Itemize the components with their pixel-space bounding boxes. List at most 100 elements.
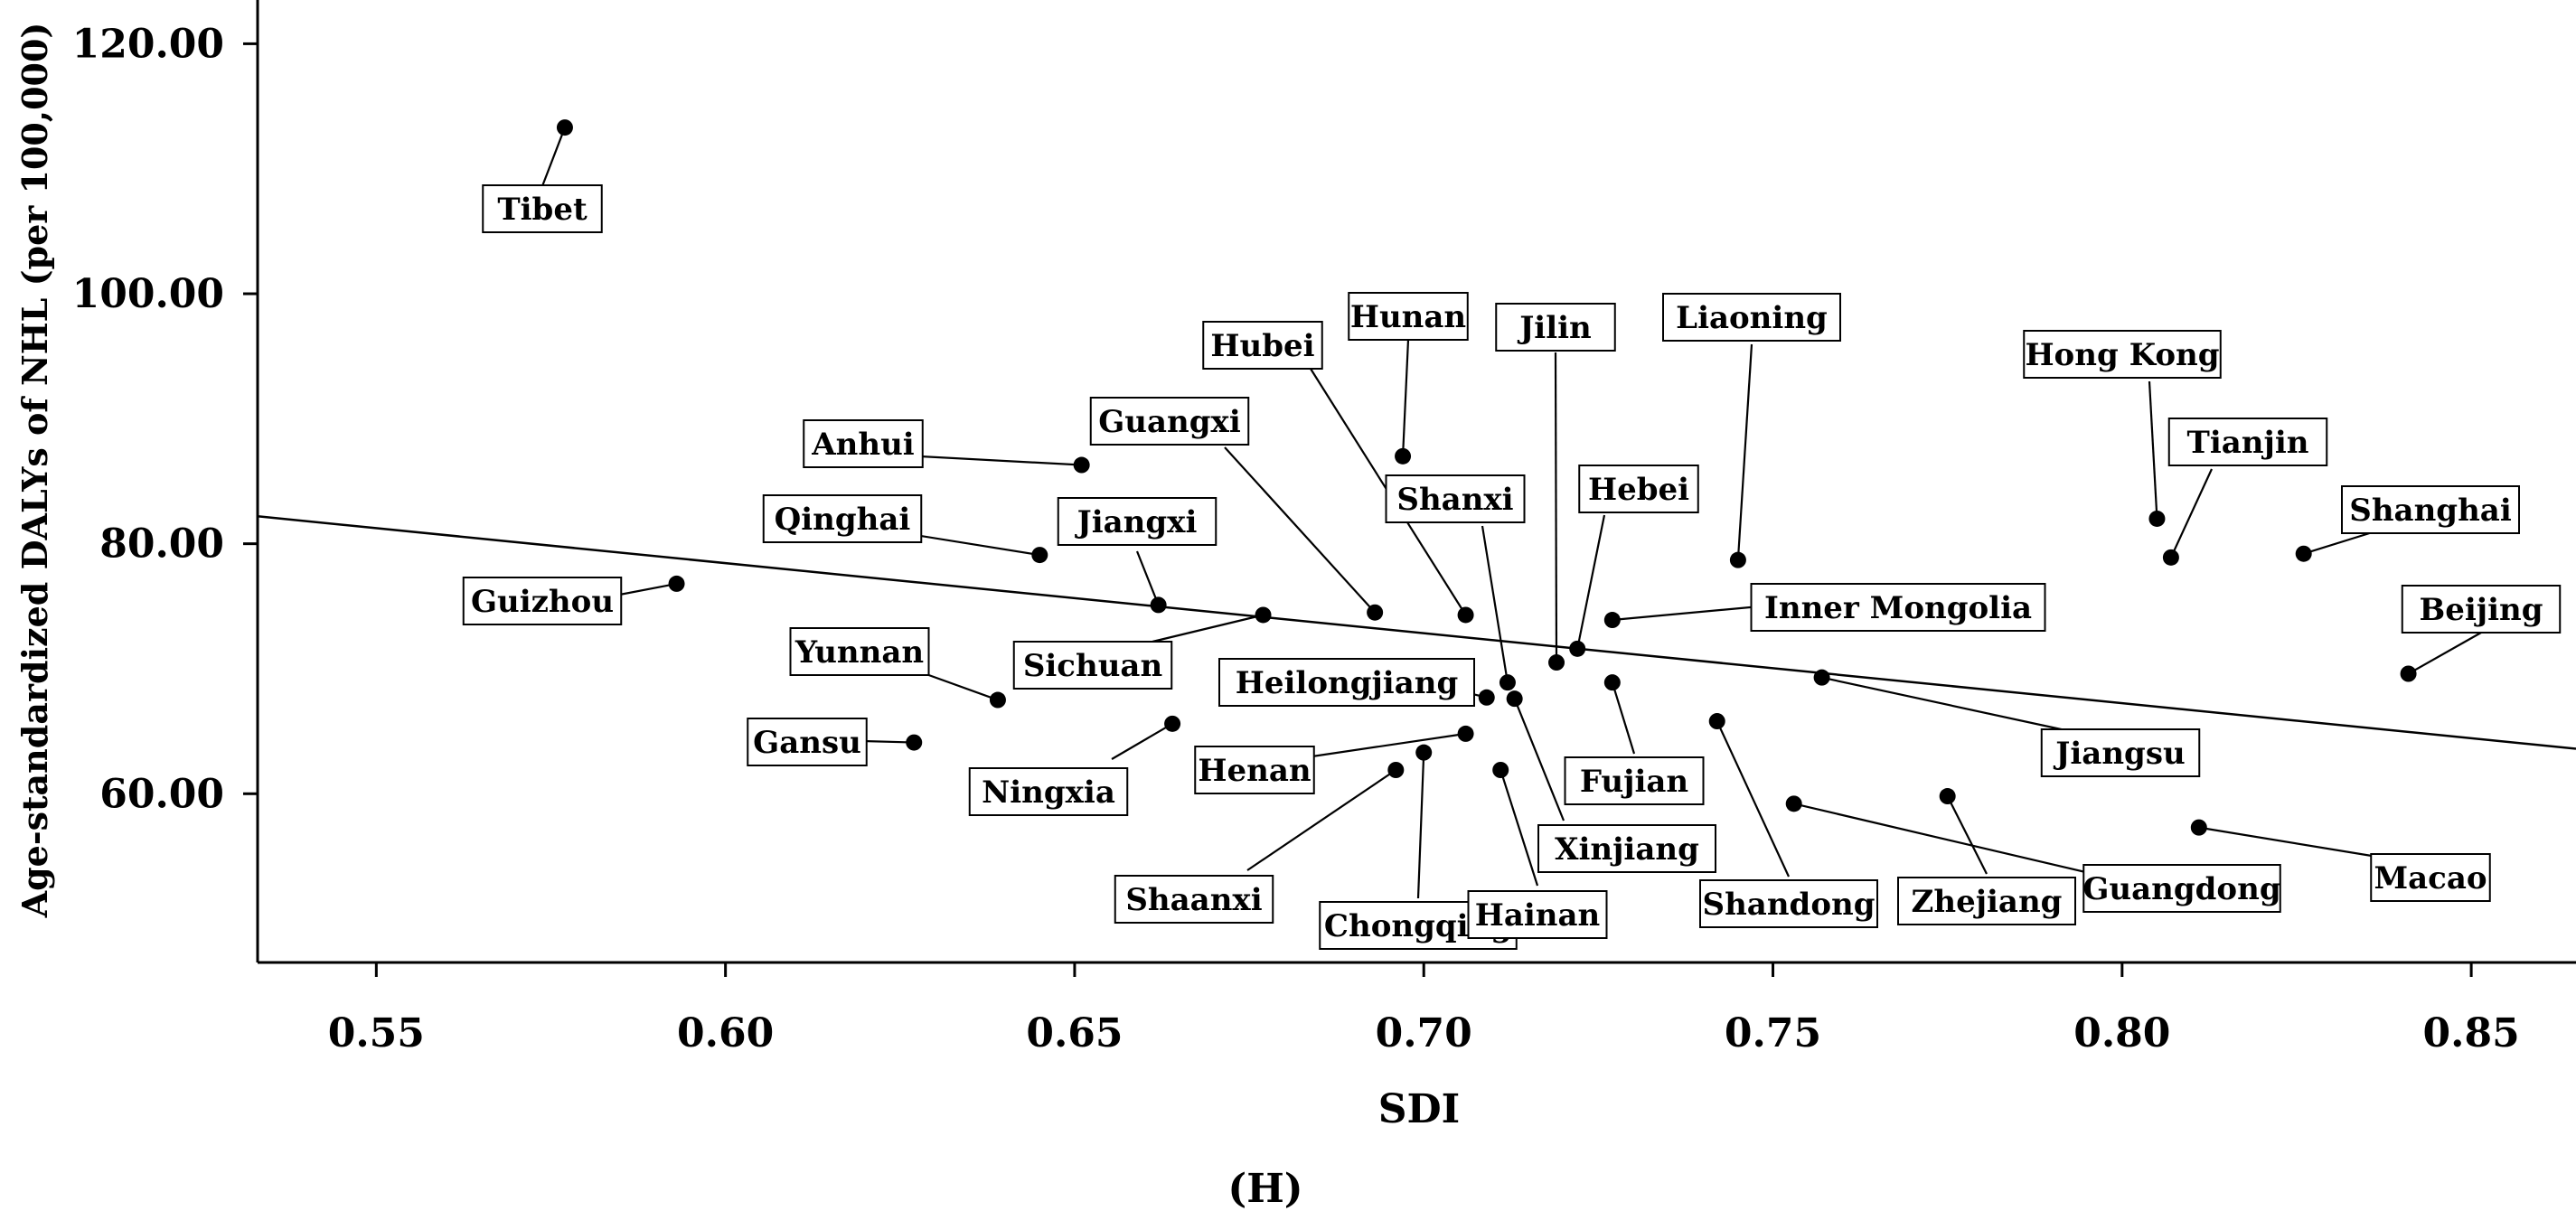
leader-line-shanghai <box>2303 530 2376 555</box>
leader-line-shaanxi <box>1246 769 1396 871</box>
point-label-qinghai: Qinghai <box>775 502 911 538</box>
point-label-liaoning: Liaoning <box>1676 300 1828 336</box>
label-box-hebei <box>1578 465 1699 513</box>
data-points <box>556 119 2417 836</box>
leader-line-guangdong <box>1793 803 2098 877</box>
point-label-sichuan: Sichuan <box>1023 648 1162 684</box>
leader-line-tibet <box>541 127 566 187</box>
label-box-shanghai <box>2341 485 2520 534</box>
point-label-guangxi: Guangxi <box>1098 404 1241 440</box>
leader-line-zhejiang <box>1946 795 1988 875</box>
leader-line-yunnan <box>923 671 999 701</box>
point-label-hebei: Hebei <box>1588 472 1689 508</box>
point-label-hunan: Hunan <box>1350 299 1466 335</box>
label-box-liaoning <box>1662 293 1841 342</box>
leader-line-liaoning <box>1736 343 1753 560</box>
data-point-hainan <box>1492 762 1509 778</box>
point-label-fujian: Fujian <box>1580 764 1688 800</box>
label-box-jiangsu <box>2040 728 2201 777</box>
leader-line-henan <box>1305 732 1466 759</box>
label-box-sichuan <box>1012 641 1173 690</box>
data-point-zhejiang <box>1939 788 1956 805</box>
point-labels: Tibet Guizhou Anhui Qinghai Yunnan Gansu Jiang… <box>462 184 2562 950</box>
data-point-shanxi <box>1499 674 1516 691</box>
label-box-tianjin <box>2167 418 2328 466</box>
data-point-yunnan <box>989 691 1006 709</box>
data-point-xinjiang <box>1506 690 1523 708</box>
leader-line-xinjiang <box>1513 698 1565 821</box>
x-tick-label: 0.85 <box>2423 1010 2520 1056</box>
data-point-guizhou <box>668 575 685 592</box>
label-box-tibet <box>482 184 603 233</box>
point-label-hubei: Hubei <box>1210 328 1314 364</box>
x-tick-label: 0.80 <box>2073 1010 2170 1056</box>
data-point-chongqing <box>1415 744 1433 761</box>
leader-line-hebei <box>1576 514 1606 650</box>
leader-line-fujian <box>1611 681 1636 755</box>
label-box-shaanxi <box>1114 875 1274 924</box>
point-label-hong-kong: Hong Kong <box>2025 337 2219 373</box>
y-axis-title: Age-standardized DALYs of NHL (per 100,0… <box>14 23 55 919</box>
label-box-macao <box>2370 853 2491 902</box>
data-point-henan <box>1457 725 1474 742</box>
point-label-beijing: Beijing <box>2420 592 2543 628</box>
point-label-yunnan: Yunnan <box>794 634 924 671</box>
label-box-jilin <box>1495 303 1616 352</box>
data-point-tianjin <box>2162 549 2179 566</box>
data-point-gansu <box>906 734 923 751</box>
point-label-shanxi: Shanxi <box>1396 482 1513 518</box>
label-box-xinjiang <box>1537 824 1716 873</box>
data-point-ningxia <box>1164 715 1181 732</box>
data-point-guangxi <box>1367 604 1384 621</box>
x-tick-label: 0.65 <box>1026 1010 1123 1056</box>
x-tick-label: 0.55 <box>328 1010 425 1056</box>
data-point-shanghai <box>2295 545 2312 562</box>
point-label-gansu: Gansu <box>753 725 861 761</box>
point-label-macao: Macao <box>2374 860 2487 897</box>
label-box-inner-mongolia <box>1750 583 2046 632</box>
leader-line-hong-kong <box>2148 380 2158 520</box>
point-label-heilongjiang: Heilongjiang <box>1236 665 1459 701</box>
label-box-fujian <box>1564 756 1705 805</box>
leader-line-chongqing <box>1416 752 1425 899</box>
leader-line-hunan <box>1401 339 1410 456</box>
leader-line-qinghai <box>903 531 1040 557</box>
data-point-shaanxi <box>1387 762 1405 778</box>
label-box-qinghai <box>762 494 923 543</box>
label-box-anhui <box>803 419 924 468</box>
label-box-henan <box>1194 746 1315 794</box>
label-box-guangdong <box>2082 864 2281 913</box>
data-point-hubei <box>1457 606 1474 624</box>
data-point-hebei <box>1569 640 1586 657</box>
label-box-gansu <box>747 718 868 766</box>
data-point-shandong <box>1708 713 1725 730</box>
data-point-anhui <box>1073 456 1090 474</box>
leader-line-beijing <box>2408 632 2482 675</box>
leader-line-anhui <box>919 455 1082 466</box>
data-point-macao <box>2190 819 2207 836</box>
label-box-guangxi <box>1089 397 1250 446</box>
label-box-shanxi <box>1385 474 1526 523</box>
leader-line-sichuan <box>1152 614 1264 643</box>
label-box-jiangxi <box>1057 497 1217 546</box>
data-point-inner-mongolia <box>1603 612 1621 629</box>
data-point-liaoning <box>1729 551 1746 568</box>
axes: 0.55 0.60 0.65 0.70 0.75 0.80 0.85 60.00 80.00 10… <box>72 0 2576 1056</box>
data-point-hunan <box>1395 447 1412 465</box>
label-box-ningxia <box>968 767 1129 816</box>
leader-line-jiangxi <box>1135 550 1160 606</box>
point-label-anhui: Anhui <box>811 427 915 463</box>
data-point-tibet <box>556 119 573 136</box>
label-box-hainan <box>1467 890 1608 939</box>
point-label-inner-mongolia: Inner Mongolia <box>1764 590 2032 626</box>
leader-line-guangxi <box>1224 446 1376 614</box>
label-box-guizhou <box>462 577 623 625</box>
y-tick-label: 120.00 <box>72 21 224 67</box>
point-label-jilin: Jilin <box>1517 310 1592 346</box>
point-label-jiangsu: Jiangsu <box>2053 736 2185 772</box>
regression-line <box>257 514 2576 750</box>
label-box-zhejiang <box>1897 877 2076 925</box>
y-tick-label: 80.00 <box>99 521 224 568</box>
point-label-tibet: Tibet <box>497 192 588 228</box>
leader-line-inner-mongolia <box>1612 604 1771 622</box>
